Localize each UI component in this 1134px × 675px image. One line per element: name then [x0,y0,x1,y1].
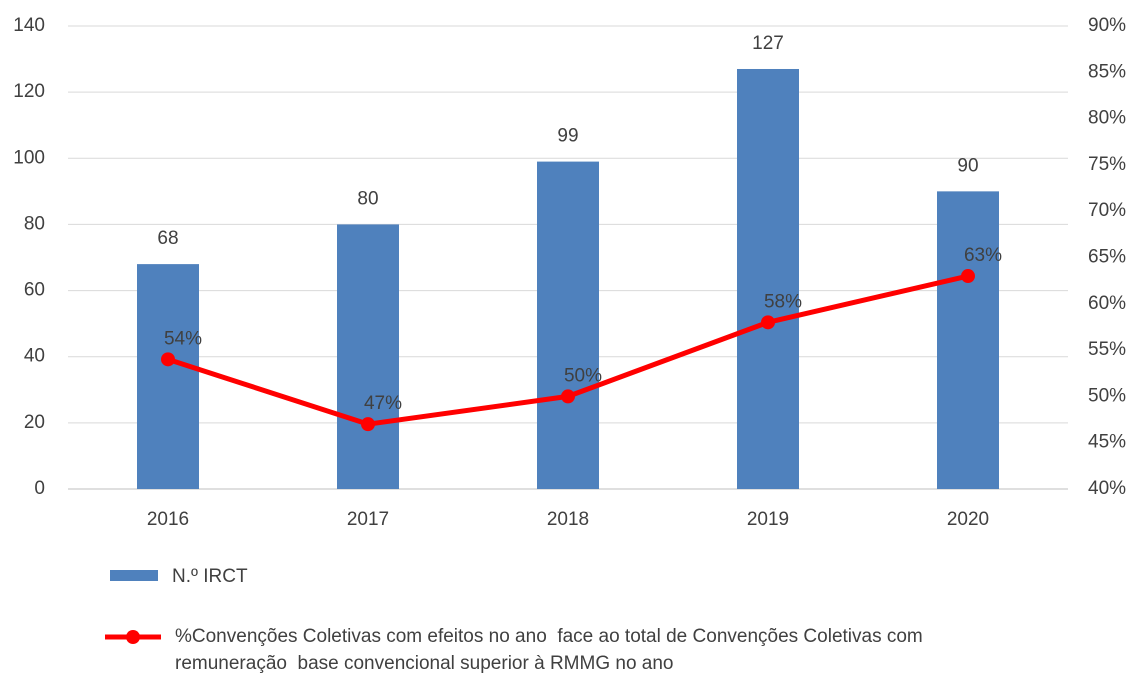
bar-label: 68 [157,228,178,249]
y-tick-label: 40 [24,346,45,367]
x-tick-label: 2017 [347,509,389,530]
legend-label: %Convenções Coletivas com efeitos no ano… [175,626,929,674]
y2-tick-label: 85% [1088,61,1126,82]
line-marker [961,269,975,284]
y2-tick-label: 50% [1088,385,1126,406]
line-label: 63% [964,245,1002,266]
y2-tick-label: 65% [1088,247,1126,268]
y2-tick-label: 40% [1088,478,1126,499]
y2-tick-label: 60% [1088,293,1126,314]
y-tick-label: 20 [24,412,45,433]
x-tick-label: 2020 [947,509,989,530]
y2-tick-label: 90% [1088,15,1126,36]
y-tick-label: 120 [13,81,45,102]
y2-tick-label: 80% [1088,108,1126,129]
line-marker [761,315,775,330]
line-label: 47% [364,393,402,414]
bar [137,264,199,489]
x-tick-label: 2018 [547,509,589,530]
y2-tick-label: 55% [1088,339,1126,360]
legend-swatch [110,570,158,581]
bar [937,191,999,489]
legend-label: N.º IRCT [172,566,248,587]
line-label: 50% [564,365,602,386]
line-label: 54% [164,328,202,349]
y2-tick-label: 45% [1088,432,1126,453]
bar [337,224,399,489]
y-tick-label: 0 [34,478,45,499]
line-marker [361,417,375,432]
y2-tick-label: 75% [1088,154,1126,175]
line-marker [561,389,575,404]
line-marker [161,352,175,367]
bar-label: 90 [957,155,978,176]
line-label: 58% [764,291,802,312]
x-tick-label: 2019 [747,509,789,530]
y2-tick-label: 70% [1088,200,1126,221]
bar-label: 99 [557,126,578,147]
y-tick-label: 100 [13,147,45,168]
bar-label: 80 [357,188,378,209]
legend-swatch [126,630,140,644]
y-tick-label: 60 [24,280,45,301]
x-tick-label: 2016 [147,509,189,530]
bar-label: 127 [752,33,784,54]
bar [537,161,599,490]
y-tick-label: 140 [13,15,45,36]
y-tick-label: 80 [24,213,45,234]
bar [737,68,799,489]
